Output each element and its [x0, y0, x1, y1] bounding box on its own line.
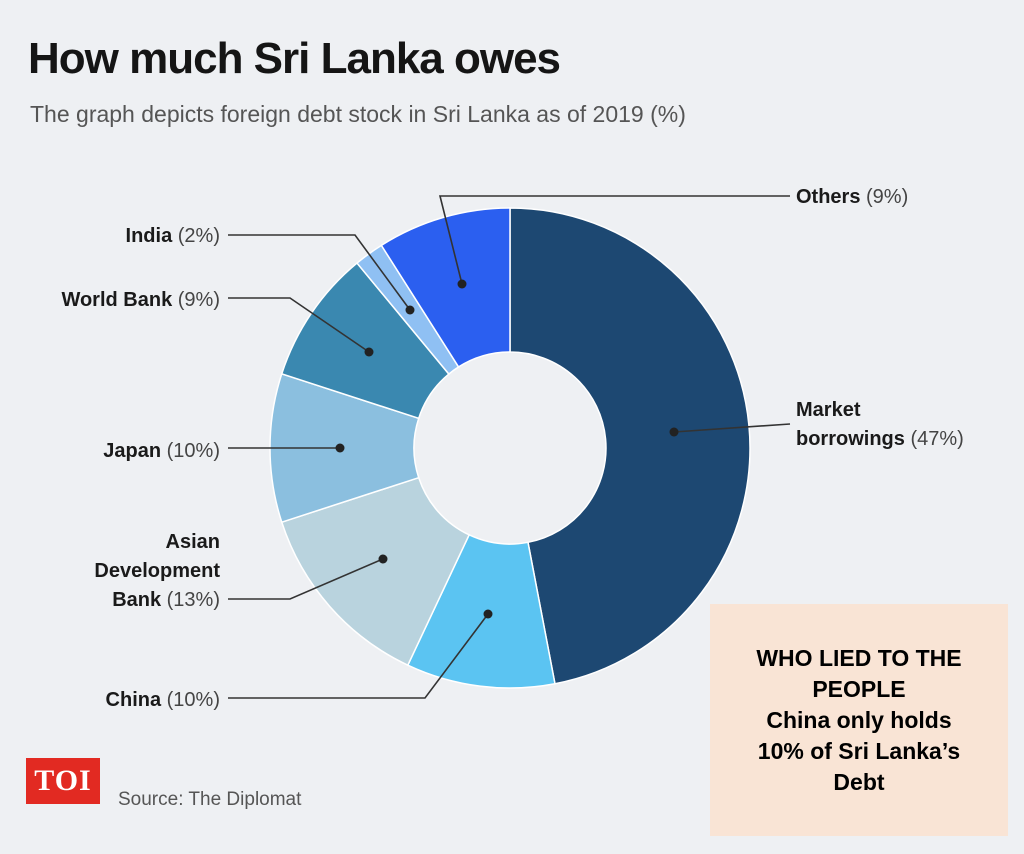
- leader-line-market-borrowings: [673, 423, 791, 433]
- chart-title: How much Sri Lanka owes: [28, 34, 561, 83]
- slice-label-others: Others (9%): [796, 186, 908, 208]
- slice-label-china: China (10%): [106, 689, 220, 711]
- leader-dot-asian-development-bank: [378, 554, 388, 564]
- leader-line-china: [228, 613, 489, 699]
- source-note: Source: The Diplomat: [118, 789, 302, 810]
- slice-label-world-bank: World Bank (9%): [61, 289, 220, 311]
- leader-dot-japan: [335, 443, 345, 453]
- callout-text: WHO LIED TO THE PEOPLE China only holds …: [756, 644, 962, 795]
- callout-box: WHO LIED TO THE PEOPLE China only holds …: [710, 604, 1008, 836]
- slice-label-market-borrowings: Market borrowings (47%): [796, 399, 964, 450]
- toi-logo: TOI: [26, 758, 100, 804]
- leader-line-india: [228, 234, 411, 311]
- leader-lines: [228, 195, 791, 699]
- slice-market-borrowings: [509, 207, 751, 685]
- slice-label-india: India (2%): [126, 225, 220, 247]
- leader-dot-market-borrowings: [669, 427, 679, 437]
- leader-dot-others: [457, 279, 467, 289]
- leader-dot-china: [483, 609, 493, 619]
- slice-asian-development-bank: [280, 476, 471, 667]
- leader-line-others: [438, 195, 790, 285]
- leader-dot-world-bank: [364, 347, 374, 357]
- leader-line-world-bank: [228, 297, 370, 353]
- slice-labels: Market borrowings (47%) China (10%) Asian De…: [61, 186, 963, 711]
- leader-dot-india: [405, 305, 415, 315]
- leader-line-asian-development-bank: [228, 558, 384, 600]
- slice-label-japan: Japan (10%): [103, 440, 220, 462]
- chart-subtitle: The graph depicts foreign debt stock in …: [30, 101, 686, 127]
- slice-label-asian-development-bank: Asian Development Bank (13%): [94, 531, 220, 611]
- slice-others: [380, 207, 511, 368]
